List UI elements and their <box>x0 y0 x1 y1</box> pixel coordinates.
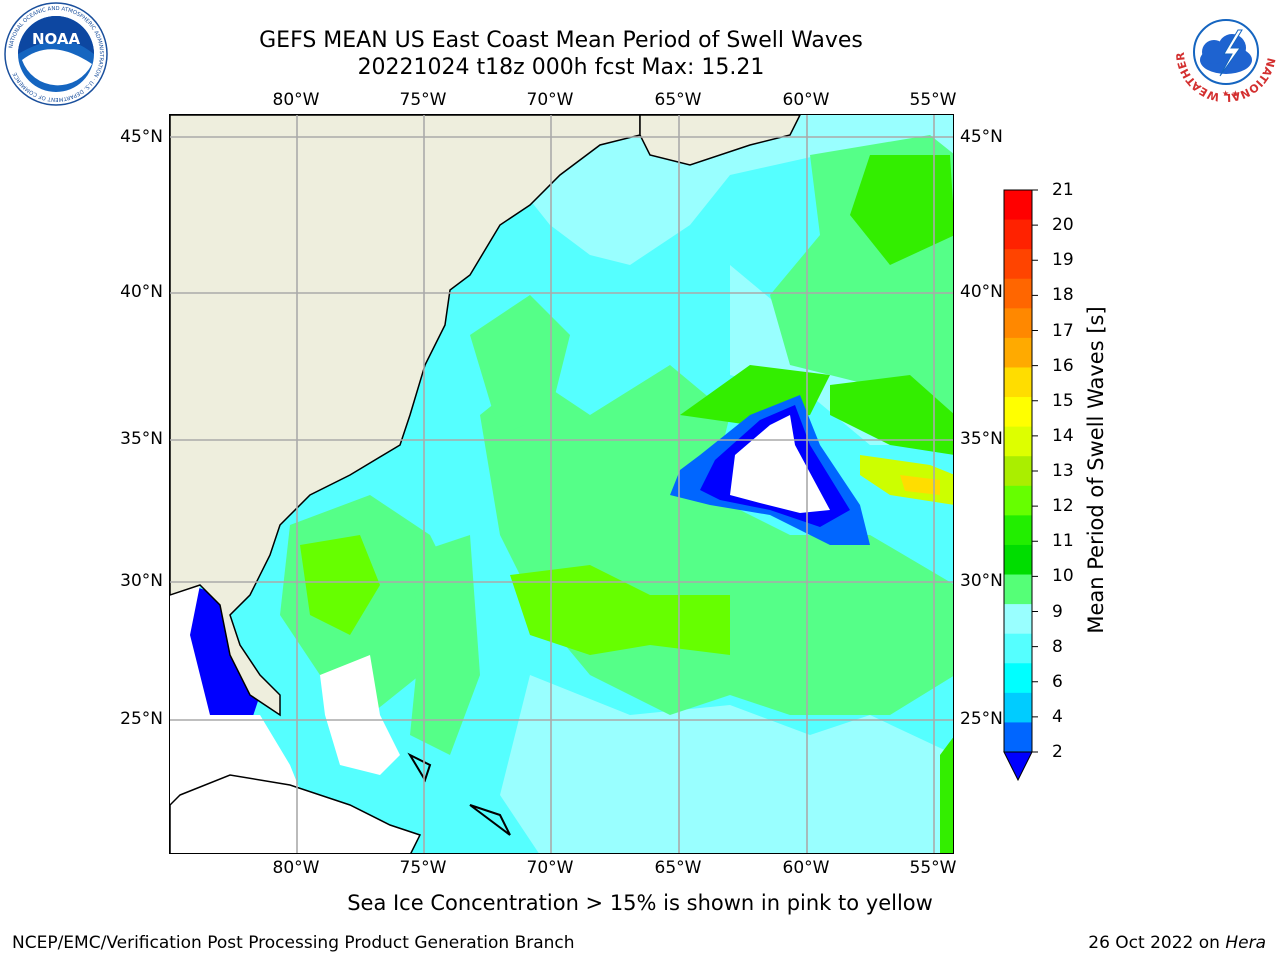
colorbar-segment <box>1004 190 1032 221</box>
lon-label-bottom: 80°W <box>272 858 320 878</box>
field-9s-offshore <box>470 295 570 435</box>
lat-label-right: 35°N <box>960 429 1003 449</box>
field-11s-east <box>830 375 953 455</box>
colorbar-segment <box>1004 397 1032 428</box>
colorbar-tick-label: 2 <box>1052 742 1063 762</box>
colorbar-segment <box>1004 692 1032 723</box>
map-subtitle: 20221024 t18z 000h fcst Max: 15.21 <box>357 55 765 80</box>
lat-label-right: 30°N <box>960 571 1003 591</box>
colorbar-tick-label: 10 <box>1052 566 1074 587</box>
lat-label-left: 30°N <box>120 571 163 591</box>
colorbar-segment <box>1004 633 1032 664</box>
svg-text:★ ★: ★ ★ <box>1222 89 1239 98</box>
colorbar-tick-label: 6 <box>1052 671 1063 692</box>
lon-label-top: 55°W <box>909 90 957 110</box>
colorbar-segment <box>1004 515 1032 546</box>
run-date: 26 Oct 2022 on Hera <box>1088 933 1266 953</box>
field-12s-west <box>300 535 380 635</box>
lat-label-left: 35°N <box>120 429 163 449</box>
lon-label-top: 60°W <box>782 90 830 110</box>
colorbar-tick-label: 14 <box>1052 425 1074 446</box>
colorbar-tick-label: 4 <box>1052 706 1063 727</box>
colorbar-tick-label: 13 <box>1052 461 1074 481</box>
noaa-logo-text: NOAA <box>32 30 81 48</box>
colorbar-tick-label: 17 <box>1052 320 1074 341</box>
island-bahamas-2 <box>469 804 511 836</box>
lon-label-top: 70°W <box>526 90 574 110</box>
colorbar-tick-label: 18 <box>1052 285 1074 306</box>
run-host: Hera <box>1225 933 1266 953</box>
colorbar-tick-label: 12 <box>1052 496 1074 517</box>
lon-label-top: 80°W <box>272 90 320 110</box>
lat-label-right: 40°N <box>960 282 1003 302</box>
gulf-low-north <box>190 585 260 735</box>
lat-label-left: 40°N <box>120 282 163 302</box>
colorbar-tick-label: 20 <box>1052 215 1074 236</box>
colorbar-segment <box>1004 485 1032 516</box>
colorbar-tick-label: 9 <box>1052 601 1063 622</box>
lon-label-bottom: 55°W <box>909 858 957 878</box>
field-edge-southeast <box>940 737 953 853</box>
colorbar-extend-arrow <box>1003 751 1033 782</box>
lon-label-top: 75°W <box>399 90 447 110</box>
colorbar <box>1000 186 1050 786</box>
lat-label-right: 25°N <box>960 709 1003 729</box>
land-nova-scotia <box>639 115 801 166</box>
colorbar-segment <box>1004 663 1032 694</box>
field-15s-max <box>900 475 940 495</box>
lat-label-left: 25°N <box>120 709 163 729</box>
lon-label-bottom: 65°W <box>654 858 702 878</box>
colorbar-segment <box>1004 219 1032 250</box>
colorbar-label: Mean Period of Swell Waves [s] <box>1084 306 1108 634</box>
colorbar-segment <box>1004 604 1032 635</box>
lat-label-right: 45°N <box>960 127 1003 147</box>
run-date-text: 26 Oct 2022 on <box>1088 933 1226 953</box>
map-gridlines <box>170 115 953 853</box>
colorbar-segment <box>1004 367 1032 398</box>
lat-label-left: 45°N <box>120 127 163 147</box>
branch-credit: NCEP/EMC/Verification Post Processing Pr… <box>12 933 575 953</box>
island-bahamas-1 <box>407 752 432 783</box>
colorbar-segment <box>1004 544 1032 576</box>
colorbar-tick-label: 11 <box>1052 531 1074 552</box>
colorbar-tick-label: 19 <box>1052 250 1074 271</box>
lon-label-bottom: 70°W <box>526 858 574 878</box>
lon-label-bottom: 75°W <box>399 858 447 878</box>
bahamas-undefined <box>320 655 400 775</box>
colorbar-segment <box>1004 426 1032 457</box>
land-cuba <box>170 774 422 853</box>
colorbar-segment <box>1004 278 1032 309</box>
map-title: GEFS MEAN US East Coast Mean Period of S… <box>259 28 863 53</box>
colorbar-tick-label: 21 <box>1052 180 1074 200</box>
lon-label-bottom: 60°W <box>782 858 830 878</box>
colorbar-segment <box>1004 308 1032 339</box>
noaa-logo: NATIONAL OCEANIC AND ATMOSPHERIC ADMINIS… <box>4 2 108 106</box>
colorbar-segment <box>1004 249 1032 280</box>
colorbar-segment <box>1004 722 1032 753</box>
land-us-east-coast <box>170 115 641 717</box>
colorbar-segment <box>1004 574 1032 605</box>
field-11s-northeast <box>850 155 953 265</box>
colorbar-segment <box>1004 337 1032 368</box>
colorbar-tick-label: 15 <box>1052 390 1074 411</box>
swell-period-map <box>169 114 954 854</box>
colorbar-tick-label: 16 <box>1052 355 1074 376</box>
colorbar-segment <box>1004 456 1032 487</box>
field-12s-central <box>510 565 730 655</box>
colorbar-tick-label: 8 <box>1052 636 1063 657</box>
field-9s-bahamas <box>410 535 480 755</box>
lon-label-top: 65°W <box>654 90 702 110</box>
nws-logo: NATIONAL WEATHER SERVICE ★ ★ <box>1170 0 1278 104</box>
sea-ice-note: Sea Ice Concentration > 15% is shown in … <box>347 891 933 915</box>
